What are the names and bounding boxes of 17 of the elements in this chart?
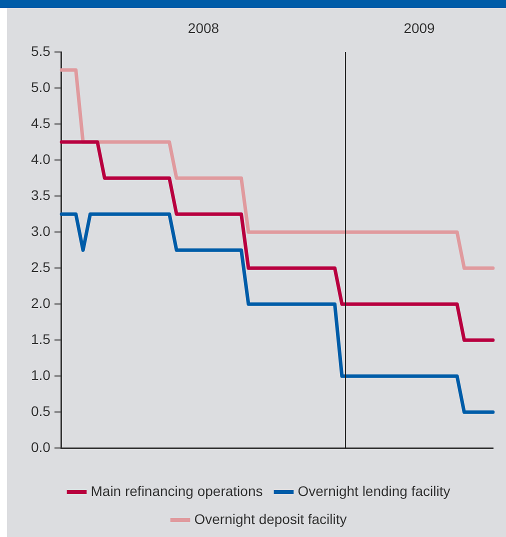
y-tick-label: 0.5 [30, 403, 51, 420]
y-tick-label: 2.0 [30, 294, 51, 311]
y-tick-label: 5.5 [30, 42, 51, 59]
y-tick-label: 5.0 [30, 78, 51, 95]
legend-label: Main refinancing operations [90, 482, 263, 499]
y-tick-label: 4.5 [30, 114, 51, 131]
y-tick-label: 4.0 [30, 150, 51, 167]
y-tick-label: 3.5 [30, 186, 51, 203]
text: 2008 [188, 20, 220, 36]
y-tick-label: 1.5 [30, 331, 51, 348]
y-tick-label: 0.0 [30, 439, 51, 456]
legend-label: Overnight deposit facility [194, 510, 347, 527]
y-tick-label: 2.5 [30, 258, 51, 275]
y-tick-label: 1.0 [30, 367, 51, 384]
text: 2009 [404, 20, 436, 36]
legend-label: Overnight lending facility [298, 482, 450, 499]
y-tick-label: 3.0 [30, 222, 51, 239]
